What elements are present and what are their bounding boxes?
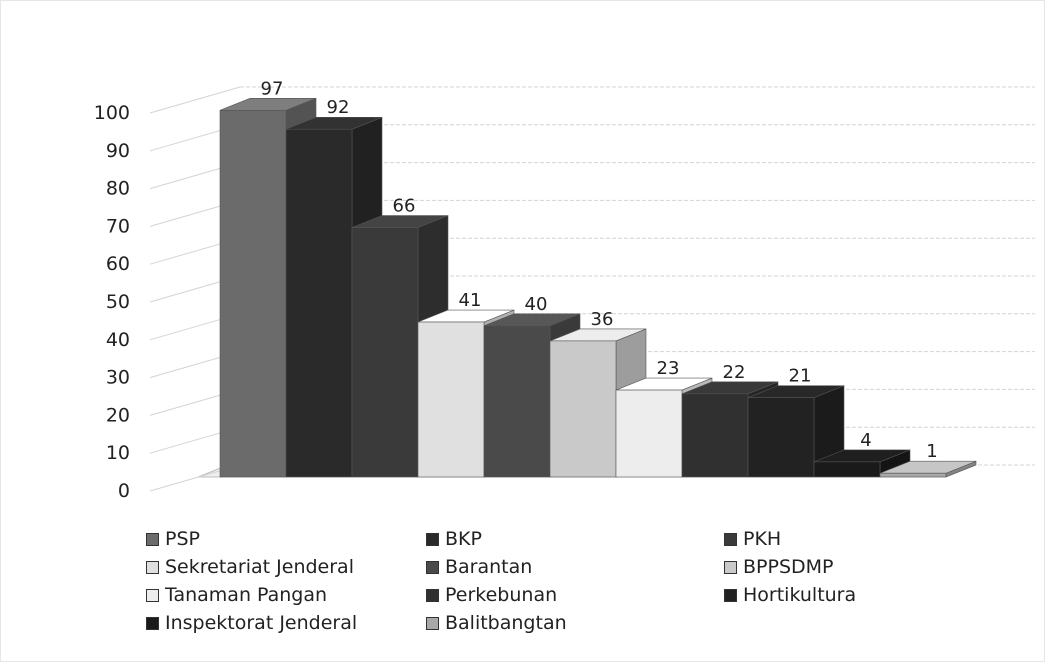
legend-label: PSP bbox=[165, 528, 200, 550]
bar-front-face bbox=[879, 472, 947, 478]
legend-item: Barantan bbox=[426, 556, 532, 578]
legend-item: Balitbangtan bbox=[426, 612, 567, 634]
y-tick-label: 40 bbox=[106, 329, 130, 351]
legend-item: Tanaman Pangan bbox=[146, 584, 327, 606]
data-label: 66 bbox=[393, 196, 416, 217]
data-label: 21 bbox=[789, 366, 812, 387]
bar-front-face bbox=[417, 321, 485, 478]
legend-item: BKP bbox=[426, 528, 482, 550]
y-tick-label: 90 bbox=[106, 140, 130, 162]
bar-hortikultura bbox=[747, 385, 845, 478]
legend-label: Hortikultura bbox=[743, 584, 857, 606]
legend-swatch bbox=[426, 616, 439, 630]
bar-front-face bbox=[615, 389, 683, 478]
y-tick-label: 100 bbox=[94, 102, 130, 124]
data-label: 40 bbox=[525, 294, 548, 315]
y-tick-label: 30 bbox=[106, 367, 130, 389]
legend-item: Inspektorat Jenderal bbox=[146, 612, 357, 634]
legend-swatch bbox=[146, 560, 159, 574]
bar-front-face bbox=[483, 325, 551, 478]
data-label: 92 bbox=[327, 97, 350, 118]
legend-label: Tanaman Pangan bbox=[165, 584, 328, 606]
y-tick-label: 60 bbox=[106, 253, 130, 275]
legend-swatch bbox=[146, 616, 159, 630]
legend-label: Perkebunan bbox=[445, 584, 558, 606]
y-tick-label: 10 bbox=[106, 442, 130, 464]
legend-label: Barantan bbox=[445, 556, 533, 578]
y-tick-label: 70 bbox=[106, 215, 130, 237]
legend-label: BKP bbox=[445, 528, 482, 550]
y-tick-label: 0 bbox=[118, 480, 130, 502]
bar-front-face bbox=[219, 110, 287, 478]
bar-front-face bbox=[549, 340, 617, 478]
bar-front-face bbox=[285, 128, 353, 478]
bar-front-face bbox=[813, 461, 881, 478]
legend-item: Hortikultura bbox=[724, 584, 856, 606]
bar-front-face bbox=[681, 393, 749, 478]
legend-label: BPPSDMP bbox=[743, 556, 834, 578]
data-label: 23 bbox=[657, 358, 680, 379]
legend-item: Sekretariat Jenderal bbox=[146, 556, 354, 578]
legend-swatch bbox=[426, 588, 439, 602]
legend-label: Balitbangtan bbox=[445, 612, 567, 634]
legend-item: Perkebunan bbox=[426, 584, 557, 606]
bar-front-face bbox=[747, 397, 815, 478]
legend-swatch bbox=[724, 532, 737, 546]
legend-swatch bbox=[426, 532, 439, 546]
legend-item: PKH bbox=[724, 528, 781, 550]
legend-label: Inspektorat Jenderal bbox=[165, 612, 358, 634]
bar-front-face bbox=[351, 227, 419, 478]
legend-swatch bbox=[426, 560, 439, 574]
legend-swatch bbox=[724, 560, 737, 574]
data-label: 97 bbox=[261, 78, 284, 99]
legend-item: BPPSDMP bbox=[724, 556, 834, 578]
bar-balitbangtan bbox=[879, 460, 977, 478]
legend-label: Sekretariat Jenderal bbox=[165, 556, 354, 578]
legend-swatch bbox=[146, 532, 159, 546]
data-label: 22 bbox=[723, 362, 746, 383]
legend-item: PSP bbox=[146, 528, 200, 550]
gridline-diagonal bbox=[149, 86, 241, 114]
legend-swatch bbox=[724, 588, 737, 602]
y-tick-label: 50 bbox=[106, 291, 130, 313]
data-label: 1 bbox=[926, 441, 937, 462]
data-label: 41 bbox=[459, 290, 482, 311]
data-label: 4 bbox=[860, 430, 871, 451]
legend-swatch bbox=[146, 588, 159, 602]
y-tick-label: 20 bbox=[106, 404, 130, 426]
data-label: 36 bbox=[591, 309, 614, 330]
y-tick-label: 80 bbox=[106, 178, 130, 200]
legend-label: PKH bbox=[743, 528, 782, 550]
